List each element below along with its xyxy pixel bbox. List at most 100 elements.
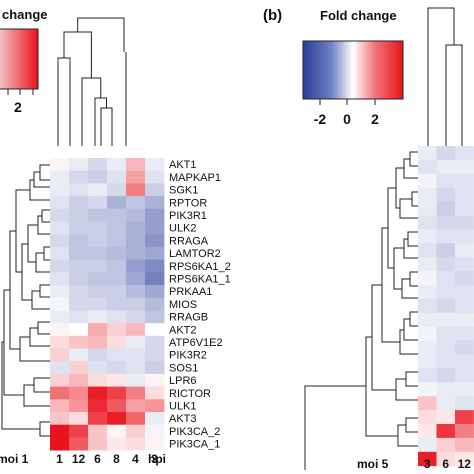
heatmap-b-cell bbox=[418, 298, 437, 314]
heatmap-b-cell bbox=[436, 451, 456, 467]
heatmap-b-cell bbox=[418, 285, 437, 300]
heatmap-b-cell bbox=[418, 354, 437, 369]
heatmap-b-cell bbox=[418, 451, 437, 467]
heatmap-b-cell bbox=[455, 298, 474, 314]
heatmap-a-cell bbox=[69, 285, 89, 299]
heatmap-a-cell bbox=[107, 348, 127, 362]
heatmap-a-cell bbox=[50, 208, 70, 222]
heatmap-a-cell bbox=[145, 437, 165, 451]
heatmap-a-cell bbox=[126, 348, 146, 362]
heatmap-a-cell bbox=[145, 272, 165, 286]
heatmap-a-cell bbox=[145, 335, 165, 349]
heatmap-a-cell bbox=[50, 196, 70, 210]
heatmap-a-cell bbox=[69, 234, 89, 248]
heatmap-a-cell bbox=[69, 424, 89, 438]
heatmap-a-cell bbox=[69, 412, 89, 426]
heatmap-a-cell bbox=[50, 297, 70, 311]
heatmap-a-cell bbox=[69, 158, 89, 172]
heatmap-b-cell bbox=[418, 159, 437, 175]
colorbar-b-tick-label: -2 bbox=[314, 111, 327, 127]
heatmap-b-cell bbox=[436, 326, 456, 341]
colorbar-a: change 2 bbox=[0, 7, 48, 115]
panel-b: (b) Fold change -2 0 2 bbox=[263, 7, 474, 471]
heatmap-a-cell bbox=[107, 196, 127, 210]
heatmap-a-cell bbox=[88, 259, 108, 273]
heatmap-a-cell bbox=[50, 272, 70, 286]
heatmap-a-cell bbox=[126, 259, 146, 273]
heatmap-a-cell bbox=[126, 285, 146, 299]
column-label: 3 bbox=[424, 457, 431, 471]
heatmap-a-cell bbox=[69, 386, 89, 400]
heatmap-a bbox=[50, 158, 165, 451]
heatmap-a-cell bbox=[88, 183, 108, 197]
heatmap-b-cell bbox=[455, 424, 474, 439]
heatmap-b-cell bbox=[418, 215, 437, 230]
heatmap-a-cell bbox=[126, 399, 146, 413]
heatmap-b-cell bbox=[436, 424, 456, 439]
heatmap-b-cell bbox=[455, 451, 474, 467]
colorbar-b-gradient bbox=[302, 40, 404, 100]
row-label: AKT2 bbox=[169, 324, 197, 336]
heatmap-a-cell bbox=[107, 246, 127, 260]
row-label: RPTOR bbox=[169, 197, 207, 209]
heatmap-a-cell bbox=[126, 183, 146, 197]
heatmap-a-cell bbox=[88, 424, 108, 438]
heatmap-b-cell bbox=[418, 396, 437, 411]
heatmap-a-cell bbox=[107, 361, 127, 375]
heatmap-a-cell bbox=[50, 335, 70, 349]
heatmap-a-cell bbox=[145, 234, 165, 248]
heatmap-b-cell bbox=[418, 424, 437, 439]
heatmap-a-cell bbox=[69, 399, 89, 413]
heatmap-b-cell bbox=[455, 173, 474, 189]
heatmap-a-cell bbox=[69, 221, 89, 235]
heatmap-a-cell bbox=[145, 424, 165, 438]
column-axis-label: hpi bbox=[148, 452, 166, 466]
row-group-label-a: moi 1 bbox=[0, 452, 29, 466]
heatmap-b-cell bbox=[418, 410, 437, 425]
heatmap-a-cell bbox=[145, 221, 165, 235]
heatmap-b-cell bbox=[455, 243, 474, 258]
row-label: ULK2 bbox=[169, 223, 197, 235]
column-labels-a: 1 12 6 8 4 3 bbox=[56, 452, 158, 466]
heatmap-b-cell bbox=[436, 201, 456, 216]
heatmap-a-cell bbox=[69, 323, 89, 337]
heatmap-b-cell bbox=[455, 312, 474, 328]
row-label: SOS1 bbox=[169, 362, 198, 374]
heatmap-a-cell bbox=[145, 310, 165, 324]
heatmap-a-cell bbox=[126, 158, 146, 172]
panel-a: change 2 bbox=[0, 7, 231, 466]
heatmap-b-cell bbox=[455, 285, 474, 300]
heatmap-b-cell bbox=[418, 173, 437, 189]
heatmap-a-cell bbox=[107, 259, 127, 273]
column-dendrogram-b bbox=[427, 7, 463, 146]
column-label: 12 bbox=[458, 457, 472, 471]
heatmap-b-cell bbox=[436, 146, 456, 161]
heatmap-a-cell bbox=[126, 208, 146, 222]
heatmap-a-cell bbox=[88, 297, 108, 311]
heatmap-a-cell bbox=[69, 208, 89, 222]
row-label: PIK3R2 bbox=[169, 350, 207, 362]
heatmap-b-cell bbox=[436, 159, 456, 175]
heatmap-a-cell bbox=[50, 183, 70, 197]
heatmap-a-cell bbox=[50, 373, 70, 387]
heatmap-a-cell bbox=[126, 297, 146, 311]
heatmap-b-cell bbox=[455, 146, 474, 161]
row-label: RPS6KA1_1 bbox=[169, 273, 231, 285]
heatmap-b-cell bbox=[455, 368, 474, 383]
colorbar-b-title: Fold change bbox=[320, 8, 397, 23]
heatmap-a-cell bbox=[126, 335, 146, 349]
heatmap-a-cell bbox=[145, 259, 165, 273]
row-label: ATP6V1E2 bbox=[169, 337, 223, 349]
heatmap-a-cell bbox=[145, 158, 165, 172]
column-dendrogram-a bbox=[57, 17, 127, 146]
heatmap-b-cell bbox=[436, 285, 456, 300]
heatmap-b-cell bbox=[418, 326, 437, 341]
row-label: RICTOR bbox=[169, 388, 211, 400]
heatmap-a-cell bbox=[88, 158, 108, 172]
heatmap-b-cell bbox=[418, 201, 437, 216]
heatmap-b bbox=[418, 146, 474, 467]
heatmap-b-cell bbox=[436, 215, 456, 230]
heatmap-b-cell bbox=[436, 271, 456, 286]
heatmap-b-cell bbox=[418, 382, 437, 397]
heatmap-b-cell bbox=[436, 396, 456, 411]
